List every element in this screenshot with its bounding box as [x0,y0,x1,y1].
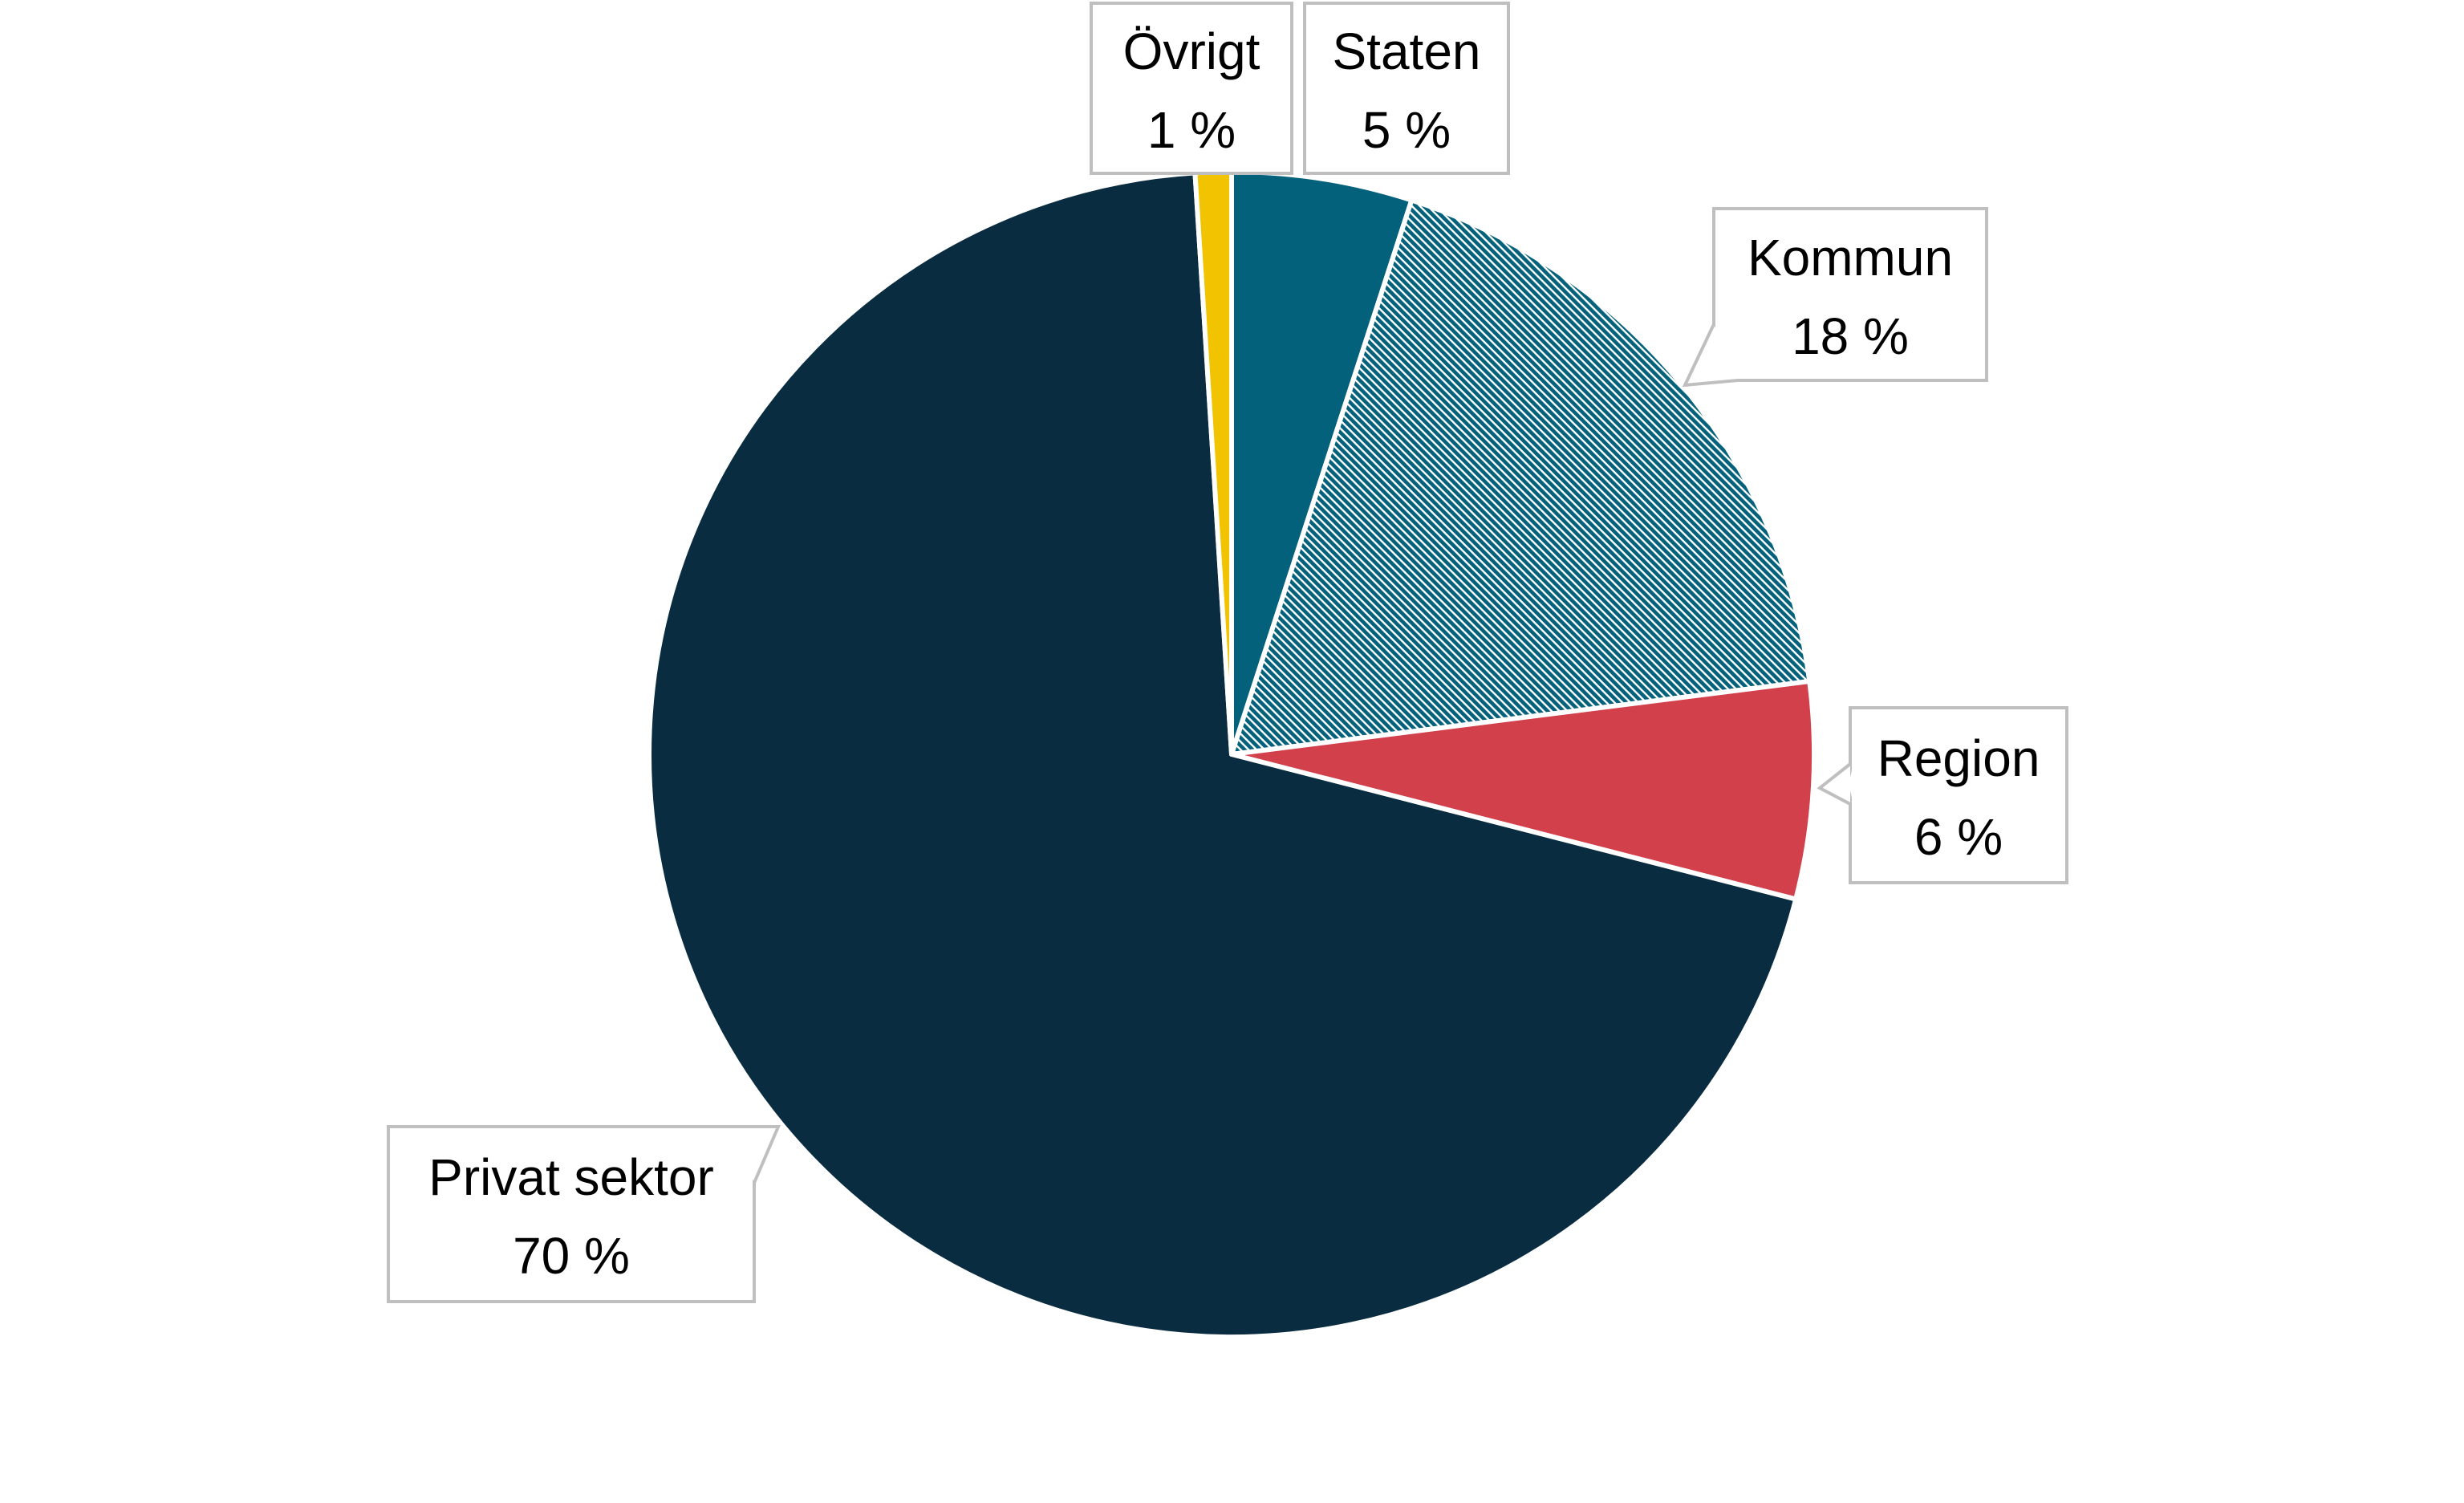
data-label-value: 1 % [1147,101,1236,159]
pie-slices [646,169,1817,1339]
data-label-staten: Staten 5 % [1303,2,1510,175]
data-label-pointer-joint [733,1129,752,1180]
data-label-value: 6 % [1914,808,2003,866]
data-label-category: Region [1877,729,2040,787]
pie-slice-privat-sektor [646,170,1799,1339]
data-label-category: Staten [1332,22,1480,80]
data-label-region: Region 6 % [1817,706,2068,884]
callout-labels: Staten 5 % Kommun 18 % Region 6 % Privat sekto… [387,2,2068,1303]
data-label-category: Kommun [1748,229,1953,286]
data-label-pointer-joint [1849,767,1853,801]
pie-slice-region [1229,679,1817,902]
data-label-value: 18 % [1792,307,1909,365]
data-label-value: 70 % [513,1227,630,1285]
data-label-category: Övrigt [1123,22,1260,80]
pie-slice-kommun [1229,197,1812,757]
data-label-category: Privat sektor [428,1148,714,1206]
data-label-box [1303,2,1510,175]
data-label-box [1090,2,1293,175]
data-label-box [1849,706,2068,884]
data-label-box [387,1125,756,1303]
data-label-vrigt: Övrigt 1 % [1090,2,1293,175]
data-label-box [1712,207,1988,382]
data-label-pointer [1817,762,1852,806]
data-label-value: 5 % [1362,101,1451,159]
data-label-pointer-joint [1716,327,1735,378]
data-label-kommun: Kommun 18 % [1682,207,1988,388]
data-label-privat-sektor: Privat sektor 70 % [387,1125,781,1303]
